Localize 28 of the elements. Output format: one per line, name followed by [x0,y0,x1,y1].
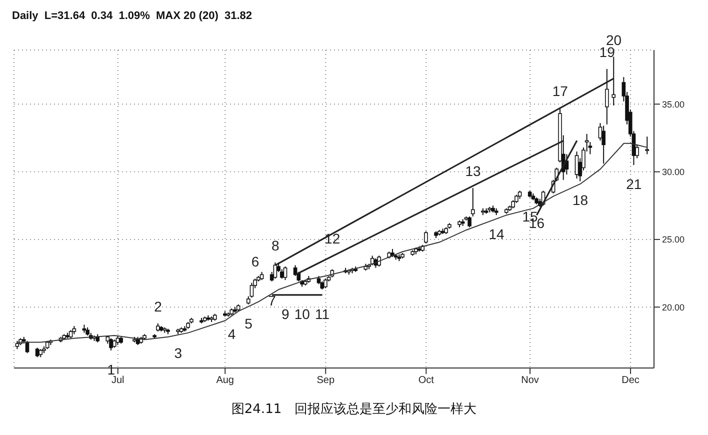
annotation: 8 [271,237,280,254]
annotation: 21 [626,176,642,192]
annotation: 3 [174,345,182,362]
x-tick-label: Oct [418,375,434,386]
annotation: 17 [552,83,568,100]
x-tick-label: Dec [622,375,640,386]
x-tick-label: Jul [111,375,124,386]
y-tick-label: 35.00 [662,99,685,110]
annotation: 7 [268,292,276,308]
annotation: 4 [228,326,236,342]
y-tick-label: 20.00 [662,302,685,312]
y-tick-label: 25.00 [662,234,685,245]
chart-title: Daily L=31.64 0.34 1.09% MAX 20 (20) 31.82 [11,9,254,24]
x-tick-label: Aug [216,375,234,386]
annotation: 10 [294,306,310,322]
annotation: 2 [154,298,162,314]
annotation: 18 [572,192,588,208]
annotation: 13 [465,163,482,180]
annotation: 5 [244,315,253,332]
x-tick-label: Nov [521,375,539,386]
annotation: 12 [324,230,340,247]
annotation: 6 [251,254,260,270]
annotation: 9 [282,306,290,322]
x-tick-label: Sep [316,375,335,386]
annotation: 11 [315,306,330,322]
annotation: 14 [488,226,505,242]
caption: 图24.11 回报应该总是至少和风险一样大 [230,401,478,418]
y-tick-label: 30.00 [662,166,685,177]
